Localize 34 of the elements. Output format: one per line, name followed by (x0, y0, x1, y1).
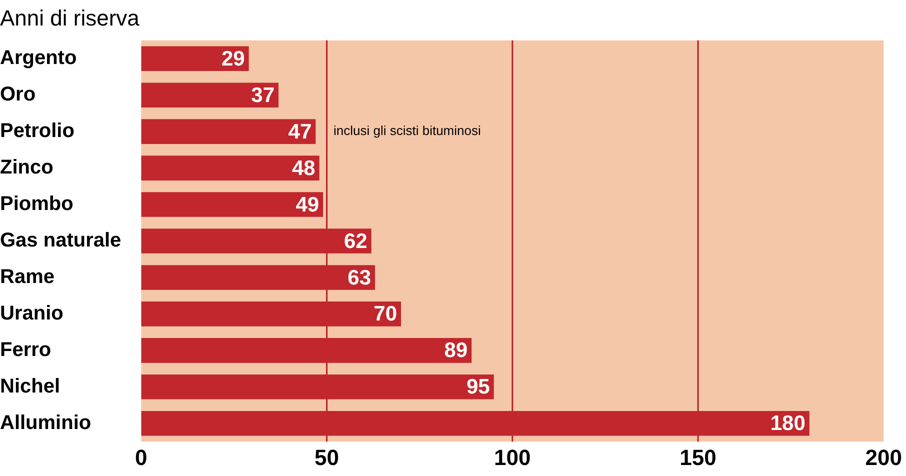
y-tick-label: Argento (0, 47, 77, 70)
data-label: 70 (374, 302, 398, 326)
y-tick-label: Gas naturale (0, 230, 122, 252)
data-label: 47 (288, 120, 312, 144)
data-label: 63 (348, 266, 372, 290)
bar (141, 46, 249, 72)
y-tick-label: Rame (0, 266, 54, 288)
data-label: 37 (251, 84, 275, 107)
data-label: 49 (296, 193, 320, 216)
data-label: 48 (292, 156, 316, 180)
chart-title: Anni di riserva (0, 5, 140, 30)
annotation: inclusi gli scisti bituminosi (333, 123, 481, 138)
bar (141, 156, 320, 180)
bar (141, 192, 324, 217)
y-tick-label: Alluminio (0, 412, 92, 434)
x-tick-label: 200 (865, 444, 902, 470)
data-label: 62 (344, 230, 368, 253)
y-tick-label: Piombo (0, 193, 74, 216)
x-tick-label: 0 (135, 444, 148, 470)
data-label: 89 (444, 339, 468, 362)
y-tick-label: Petrolio (0, 120, 74, 142)
x-tick-label: 50 (314, 444, 340, 470)
data-label: 180 (770, 412, 806, 436)
bar (141, 119, 316, 144)
data-label: 95 (466, 376, 490, 399)
y-tick-label: Nichel (0, 375, 60, 398)
y-tick-label: Zinco (0, 156, 54, 179)
y-tick-label: Uranio (0, 302, 64, 324)
y-tick-label: Oro (0, 84, 36, 106)
bar (141, 82, 279, 108)
y-tick-label: Ferro (0, 338, 52, 361)
x-tick-label: 150 (680, 444, 716, 470)
data-label: 29 (221, 47, 245, 70)
x-tick-label: 100 (494, 444, 531, 470)
